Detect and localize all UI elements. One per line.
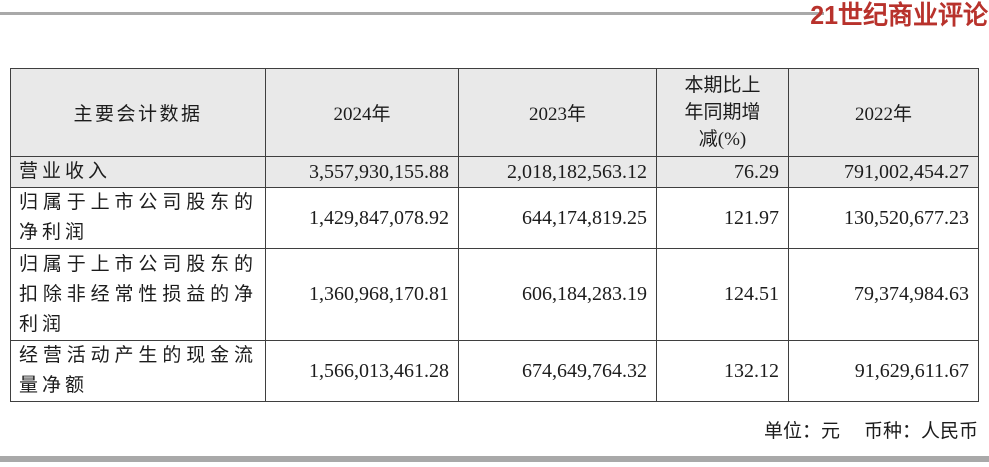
financial-summary-table: 主要会计数据 2024年 2023年 本期比上年同期增减(%) 2022年 营业…: [10, 68, 979, 402]
row-label: 营业收入: [10, 156, 266, 188]
col-header-metric-label: 主要会计数据: [73, 104, 203, 125]
brand-logo: 21世纪商业评论: [810, 1, 988, 31]
value-2023: 644,174,819.25: [458, 187, 657, 249]
value-2022: 791,002,454.27: [788, 156, 979, 188]
value-2024: 1,566,013,461.28: [265, 340, 459, 402]
table-header-row: 主要会计数据 2024年 2023年 本期比上年同期增减(%) 2022年: [10, 68, 979, 157]
value-2022: 130,520,677.23: [788, 187, 979, 249]
col-header-2023: 2023年: [458, 68, 657, 157]
bottom-divider-bar: [0, 456, 989, 462]
row-label: 经营活动产生的现金流量净额: [10, 340, 266, 402]
value-change-pct: 132.12: [656, 340, 789, 402]
unit-label: 单位：元: [763, 421, 840, 442]
table-row-operating-cash-flow: 经营活动产生的现金流量净额 1,566,013,461.28 674,649,7…: [10, 340, 979, 402]
row-label: 归属于上市公司股东的扣除非经常性损益的净利润: [10, 248, 266, 341]
col-header-metric: 主要会计数据: [10, 68, 266, 157]
currency-label: 币种：人民币: [863, 421, 978, 442]
value-2024: 1,360,968,170.81: [265, 248, 459, 341]
col-header-change: 本期比上年同期增减(%): [656, 68, 789, 157]
value-2022: 91,629,611.67: [788, 340, 979, 402]
value-2023: 2,018,182,563.12: [458, 156, 657, 188]
table-row-revenue: 营业收入 3,557,930,155.88 2,018,182,563.12 7…: [10, 156, 979, 188]
value-2022: 79,374,984.63: [788, 248, 979, 341]
top-divider-rule: [0, 12, 824, 15]
value-change-pct: 121.97: [656, 187, 789, 249]
value-change-pct: 124.51: [656, 248, 789, 341]
table-row-net-profit: 归属于上市公司股东的净利润 1,429,847,078.92 644,174,8…: [10, 187, 979, 249]
value-2023: 606,184,283.19: [458, 248, 657, 341]
value-2024: 1,429,847,078.92: [265, 187, 459, 249]
col-header-change-label: 本期比上年同期增减(%): [684, 75, 761, 150]
value-2024: 3,557,930,155.88: [265, 156, 459, 188]
row-label: 归属于上市公司股东的净利润: [10, 187, 266, 249]
unit-currency-footnote: 单位：元 币种：人民币: [764, 419, 978, 445]
value-2023: 674,649,764.32: [458, 340, 657, 402]
table-row-net-profit-excl-nonrecurring: 归属于上市公司股东的扣除非经常性损益的净利润 1,360,968,170.81 …: [10, 248, 979, 341]
col-header-2022: 2022年: [788, 68, 979, 157]
col-header-2024: 2024年: [265, 68, 459, 157]
value-change-pct: 76.29: [656, 156, 789, 188]
